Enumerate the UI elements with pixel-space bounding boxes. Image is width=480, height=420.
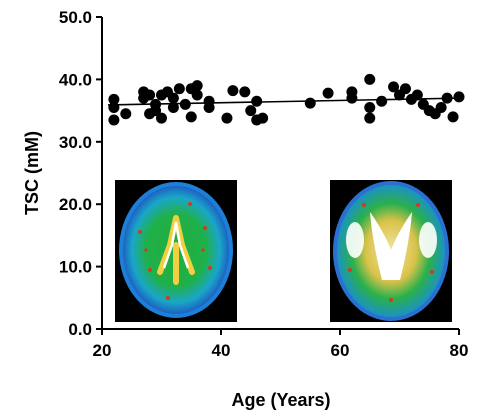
data-point bbox=[251, 95, 263, 107]
x-axis-ticks: 20 40 60 80 bbox=[93, 329, 469, 360]
brain-map-rim bbox=[119, 182, 233, 318]
data-point bbox=[227, 85, 239, 97]
sulcus-left bbox=[346, 222, 364, 258]
data-point bbox=[245, 105, 257, 117]
data-point bbox=[346, 92, 358, 104]
brain-map-rim bbox=[333, 181, 449, 321]
y-tick-label: 20.0 bbox=[59, 195, 92, 214]
y-tick-label: 0.0 bbox=[68, 320, 92, 339]
data-point bbox=[304, 97, 316, 109]
data-point bbox=[221, 112, 233, 124]
y-tick-label: 30.0 bbox=[59, 133, 92, 152]
y-tick-label: 40.0 bbox=[59, 70, 92, 89]
y-tick-label: 50.0 bbox=[59, 8, 92, 27]
data-point bbox=[167, 101, 179, 113]
speckle-red bbox=[348, 203, 434, 302]
data-point bbox=[173, 83, 185, 95]
y-axis-ticks: 0.0 10.0 20.0 30.0 40.0 50.0 bbox=[59, 8, 102, 339]
data-point bbox=[179, 98, 191, 110]
data-point bbox=[376, 95, 388, 107]
data-point bbox=[144, 89, 156, 101]
data-point bbox=[185, 111, 197, 123]
y-axis-title: TSC (mM) bbox=[22, 131, 42, 215]
data-point bbox=[108, 114, 120, 126]
x-tick-label: 80 bbox=[450, 341, 469, 360]
x-tick-label: 20 bbox=[93, 341, 112, 360]
speckle-red bbox=[138, 202, 212, 300]
ventricle-core bbox=[162, 221, 190, 269]
data-point bbox=[203, 101, 215, 113]
data-point bbox=[322, 87, 334, 99]
data-point bbox=[364, 112, 376, 124]
x-tick-label: 60 bbox=[331, 341, 350, 360]
data-point bbox=[156, 112, 167, 124]
data-point bbox=[388, 81, 400, 93]
data-point bbox=[191, 80, 203, 92]
data-point bbox=[411, 89, 423, 101]
sulcus-right bbox=[419, 222, 437, 258]
data-points bbox=[108, 73, 465, 126]
data-point bbox=[239, 86, 251, 98]
data-point bbox=[399, 83, 411, 95]
y-tick-label: 10.0 bbox=[59, 258, 92, 277]
data-point bbox=[447, 111, 459, 123]
x-tick-label: 40 bbox=[212, 341, 231, 360]
inset-brain-right bbox=[330, 180, 452, 322]
inset-brain-left bbox=[115, 180, 237, 322]
x-axis-title: Age (Years) bbox=[231, 390, 330, 410]
data-point bbox=[441, 92, 453, 104]
data-point bbox=[364, 73, 376, 85]
data-point bbox=[150, 105, 162, 117]
data-point bbox=[435, 101, 447, 113]
data-point bbox=[120, 108, 132, 120]
data-point bbox=[453, 91, 465, 103]
data-point bbox=[191, 89, 203, 101]
data-point bbox=[108, 101, 120, 113]
data-point bbox=[167, 92, 179, 104]
ventricle-shape bbox=[370, 212, 412, 280]
data-point bbox=[364, 101, 376, 113]
data-point bbox=[257, 112, 269, 124]
data-point bbox=[108, 93, 120, 105]
